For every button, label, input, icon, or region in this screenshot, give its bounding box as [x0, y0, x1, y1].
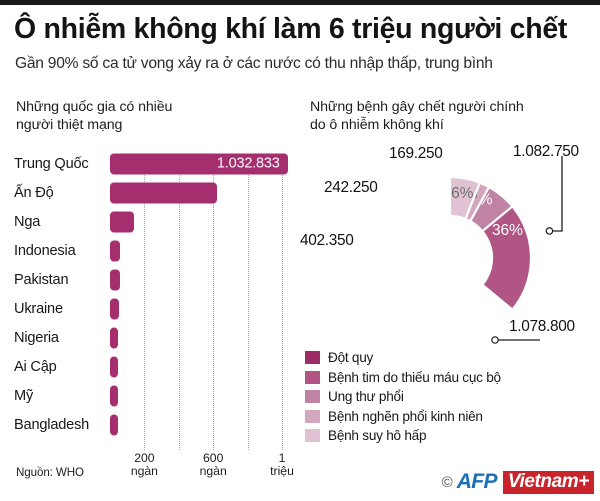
bar-category-label: Ukraine	[14, 300, 63, 317]
x-axis-tick-line1: 200	[134, 451, 155, 465]
bar-row: Ai Cập	[0, 352, 300, 381]
bar-row: Nigeria	[0, 323, 300, 352]
bar-fill	[110, 182, 217, 203]
bar-fill: 1.032.833	[110, 153, 288, 174]
top-black-bar	[0, 0, 600, 5]
bar-row: Nga	[0, 207, 300, 236]
leader-dot	[491, 336, 499, 344]
bar-row: Mỹ	[0, 381, 300, 410]
bar-row: Pakistan	[0, 265, 300, 294]
bar-fill	[110, 211, 135, 232]
legend-swatch	[305, 429, 320, 443]
bar-row: Ấn Độ	[0, 178, 300, 207]
bar-category-label: Pakistan	[14, 271, 69, 288]
bar-category-label: Mỹ	[14, 387, 34, 404]
donut-chart-title-line2: do ô nhiễm không khí	[310, 117, 444, 134]
x-axis-tick: 200 ngàn	[130, 451, 158, 479]
donut-value-label: 1.082.750	[513, 143, 579, 160]
legend-label: Bệnh tim do thiếu máu cục bộ	[328, 369, 501, 385]
donut-chart-title-line1: Những bệnh gây chết người chính	[310, 99, 524, 115]
legend-item: Bệnh tim do thiếu máu cục bộ	[305, 368, 595, 388]
leader-line	[552, 155, 563, 232]
source-note: Nguồn: WHO	[16, 466, 84, 479]
donut-slice-percent: 6%	[451, 185, 474, 202]
footer-logos: © AFP Vietnam+	[442, 470, 594, 494]
grid-line	[282, 158, 284, 450]
legend-item: Ung thư phổi	[305, 387, 595, 407]
donut-value-label: 242.250	[324, 179, 378, 196]
bar-fill	[110, 298, 120, 319]
grid-line	[178, 158, 181, 450]
page-subtitle: Gần 90% số ca tử vong xảy ra ở các nước …	[15, 55, 493, 72]
bar-fill	[110, 327, 119, 348]
legend-swatch	[305, 390, 320, 404]
bar-category-label: Nigeria	[14, 329, 59, 346]
bar-category-label: Trung Quốc	[14, 155, 89, 172]
donut-value-label: 402.350	[300, 232, 354, 249]
bar-category-label: Indonesia	[14, 242, 76, 259]
x-axis-tick-line2: ngàn	[130, 464, 158, 479]
bar-row: Ukraine	[0, 294, 300, 323]
copyright-symbol: ©	[441, 473, 453, 491]
vietnamplus-logo: Vietnam+	[502, 470, 594, 494]
grid-line	[247, 158, 250, 450]
donut-svg: 36%36%14%8%6%	[448, 155, 563, 344]
x-axis-tick-line1: 1	[278, 451, 286, 465]
bar-category-label: Ai Cập	[14, 358, 57, 375]
bar-chart-title: Những quốc gia có nhiều người thiệt mạng	[16, 98, 296, 134]
legend-swatch	[305, 351, 320, 365]
afp-logo: AFP	[456, 470, 498, 493]
bar-category-label: Ấn Độ	[14, 184, 54, 201]
donut-chart-title: Những bệnh gây chết người chính do ô nhi…	[310, 98, 600, 134]
x-axis-tick-line2: triệu	[270, 464, 294, 479]
legend-item: Bệnh nghẽn phổi kinh niên	[305, 407, 595, 427]
legend-swatch	[305, 370, 320, 384]
donut-legend: Đột quy Bệnh tim do thiếu máu cục bộ Ung t…	[305, 348, 595, 446]
grid-line	[144, 158, 146, 450]
bar-category-label: Nga	[14, 213, 41, 230]
x-axis-tick-line2: ngàn	[199, 464, 227, 479]
bar-category-label: Bangladesh	[14, 416, 90, 433]
legend-label: Bệnh suy hô hấp	[328, 428, 427, 444]
legend-label: Bệnh nghẽn phổi kinh niên	[328, 408, 483, 424]
bar-row: Bangladesh	[0, 410, 300, 439]
bar-fill	[110, 240, 121, 261]
legend-label: Đột quy	[328, 350, 374, 366]
bar-row: Indonesia	[0, 236, 300, 265]
bar-fill	[110, 414, 118, 435]
donut-slice-percent: 36%	[492, 222, 523, 239]
donut-slice	[448, 175, 482, 221]
donut-chart: 36%36%14%8%6%	[300, 130, 600, 360]
bar-chart-title-line1: Những quốc gia có nhiều	[16, 99, 173, 115]
bar-value-label: 1.032.833	[216, 155, 280, 172]
bar-row: Trung Quốc 1.032.833	[0, 149, 300, 178]
donut-value-label: 169.250	[389, 145, 443, 162]
legend-item: Đột quy	[305, 348, 595, 368]
page-title: Ô nhiễm không khí làm 6 triệu người chết	[14, 13, 568, 45]
legend-label: Ung thư phổi	[328, 389, 404, 405]
bar-chart: Trung Quốc 1.032.833 Ấn Độ Nga Indonesia Paki…	[0, 145, 300, 478]
donut-value-label: 1.078.800	[509, 318, 575, 335]
legend-item: Bệnh suy hô hấp	[305, 426, 595, 446]
bar-fill	[110, 356, 118, 377]
x-axis-tick: 600 ngàn	[199, 451, 227, 479]
x-axis-tick-line1: 600	[203, 451, 224, 465]
x-axis-tick: 1 triệu	[270, 451, 294, 479]
leader-dot	[545, 227, 554, 235]
bar-fill	[110, 269, 121, 290]
grid-line	[213, 158, 215, 450]
legend-swatch	[305, 409, 320, 423]
bar-chart-title-line2: người thiệt mạng	[16, 117, 123, 134]
bar-fill	[110, 385, 118, 406]
